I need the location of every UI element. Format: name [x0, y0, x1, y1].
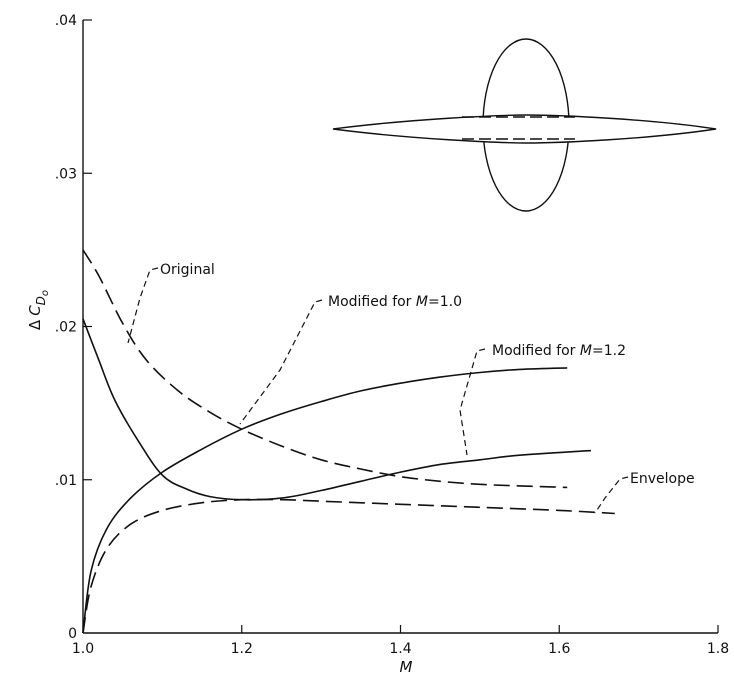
x-tick-label: 1.0 — [72, 641, 94, 657]
x-tick-label: 1.2 — [231, 641, 253, 657]
y-axis-title-c: C — [26, 305, 44, 316]
y-tick-label: 0 — [68, 626, 77, 642]
x-tick-label: 1.6 — [548, 641, 570, 657]
leader-modified-m12 — [459, 348, 486, 456]
y-axis-title-sub-o: o — [40, 290, 51, 296]
wing-lens — [332, 114, 717, 144]
x-tick-label: 1.4 — [389, 641, 411, 657]
annotation-envelope: Envelope — [630, 471, 695, 487]
annotation-labels: Original Modified for M=1.0 Modified for M… — [160, 262, 695, 487]
series-lines — [82, 249, 615, 634]
annotation-leaders — [127, 267, 629, 514]
series-line-original — [82, 249, 568, 489]
y-axis-title-delta: Δ — [26, 319, 44, 330]
annotation-modified-m10: Modified for M=1.0 — [328, 294, 462, 310]
y-tick-label: .01 — [55, 473, 77, 489]
leader-modified-m10 — [239, 299, 323, 425]
y-tick-label: .03 — [55, 166, 77, 182]
y-axis-title-sub-d: D — [34, 296, 48, 305]
y-tick-label: .02 — [55, 320, 77, 336]
ticks: 1.0 1.2 1.4 1.6 1.8 0 .01 .02 .03 .04 — [55, 13, 729, 657]
annotation-original: Original — [160, 262, 215, 278]
series-line-envelope — [82, 498, 615, 634]
y-axis-title: ΔCDo — [26, 290, 51, 330]
x-axis-title: M — [400, 658, 413, 676]
leader-envelope — [594, 476, 629, 514]
leader-original — [127, 267, 159, 344]
body-planform-sketch — [332, 38, 717, 212]
annotation-modified-m12: Modified for M=1.2 — [492, 343, 626, 359]
y-tick-label: .04 — [55, 13, 77, 29]
x-tick-label: 1.8 — [707, 641, 729, 657]
series-line-modified-m10 — [82, 367, 568, 634]
axes — [82, 20, 718, 634]
